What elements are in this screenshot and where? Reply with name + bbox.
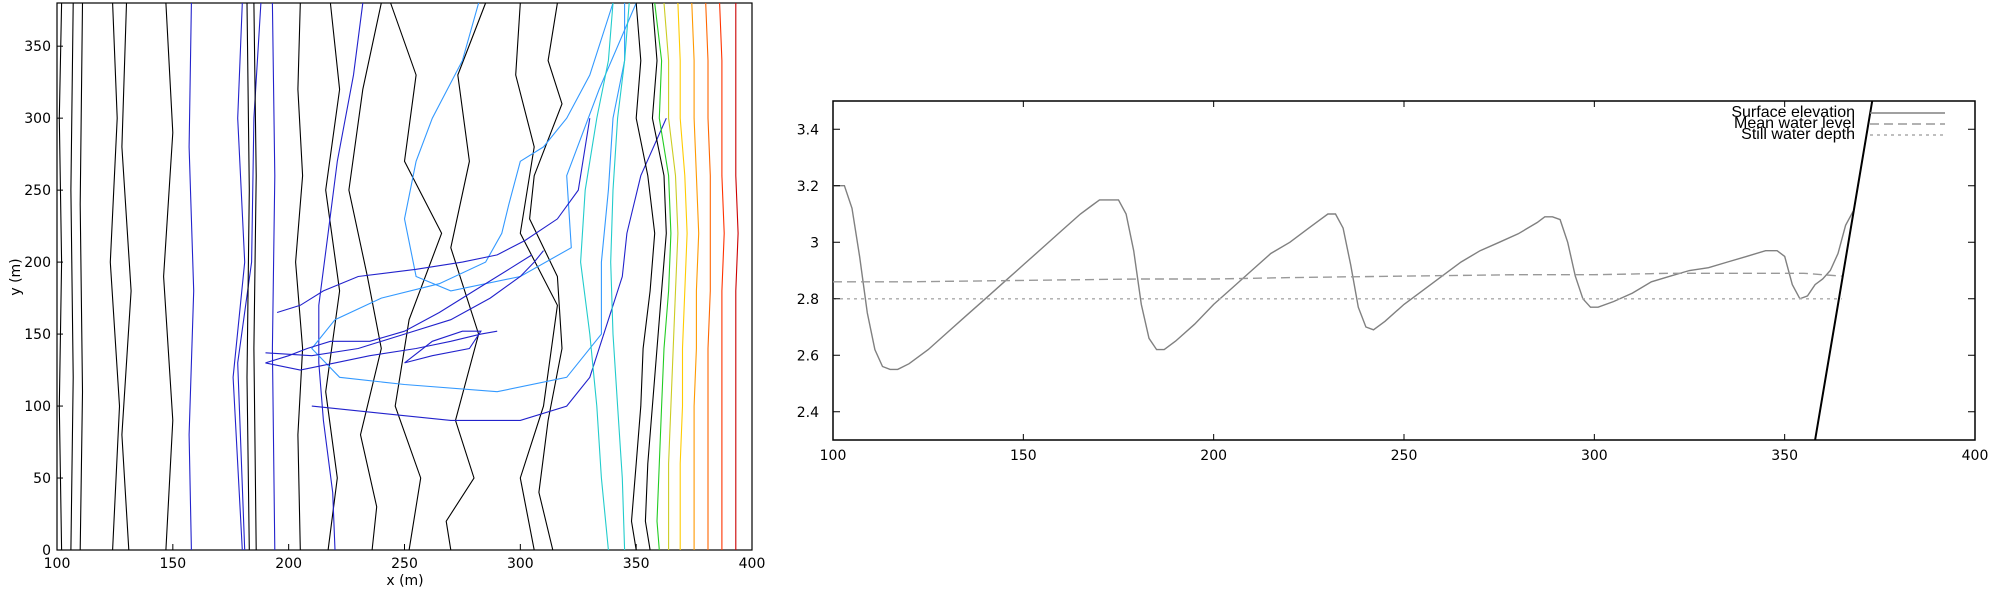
contour-y-tick-label: 200 <box>24 255 51 271</box>
contour-y-tick-label: 250 <box>24 183 51 199</box>
line-x-tick-label: 150 <box>1010 448 1037 464</box>
line-y-tick-label: 2.8 <box>797 292 819 308</box>
contour-x-tick-label: 200 <box>275 556 302 572</box>
contour-line-21 <box>403 2 637 292</box>
line-x-tick-label: 250 <box>1391 448 1418 464</box>
line-x-tick-label: 200 <box>1200 448 1227 464</box>
contour-x-axis-label: x (m) <box>386 573 423 589</box>
contour-line-6 <box>163 2 174 551</box>
line-y-tick-label: 3 <box>810 235 819 251</box>
contour-line-2 <box>70 2 74 551</box>
contour-line-5 <box>121 2 132 551</box>
contour-line-34 <box>677 2 688 550</box>
contour-line-11 <box>253 2 257 551</box>
contour-x-tick-label: 400 <box>739 556 766 572</box>
contour-line-25 <box>265 250 544 357</box>
line-x-tick-label: 350 <box>1771 448 1798 464</box>
contour-line-19 <box>515 2 558 551</box>
contour-x-tick-label: 100 <box>44 556 71 572</box>
contour-x-tick-label: 300 <box>507 556 534 572</box>
contour-y-tick-label: 0 <box>42 543 51 559</box>
contour-line-3 <box>79 2 84 551</box>
contour-line-17 <box>390 2 443 551</box>
contour-y-ticks: 0 50 100 150 200 250 300 350 <box>24 39 63 559</box>
contour-line-10 <box>246 2 250 551</box>
contour-y-tick-label: 350 <box>24 39 51 55</box>
contour-line-31 <box>644 2 667 551</box>
contour-line-8 <box>232 2 246 551</box>
line-x-ticks: 100 150 200 250 300 350 400 <box>820 101 1989 464</box>
contour-line-32 <box>654 2 672 551</box>
line-x-tick-label: 400 <box>1962 448 1989 464</box>
line-y-ticks: 2.4 2.6 2.8 3 3.2 3.4 <box>797 122 1975 421</box>
contour-x-tick-label: 250 <box>391 556 418 572</box>
contour-x-ticks: 100 150 200 250 300 350 400 <box>44 544 766 572</box>
contour-line-37 <box>719 2 725 550</box>
line-y-tick-label: 3.4 <box>797 122 819 138</box>
contour-lines <box>58 2 739 551</box>
contour-line-26 <box>265 254 533 371</box>
series-line-surface-elevation <box>833 185 1854 371</box>
contour-line-28 <box>580 2 614 551</box>
series-line-shoreline <box>1814 100 1874 441</box>
contour-y-axis-label: y (m) <box>8 258 24 295</box>
contour-line-23 <box>311 117 667 421</box>
contour-plot: 100 150 200 250 300 350 400 0 50 100 150 200 250 300… <box>8 2 766 589</box>
line-x-tick-label: 300 <box>1581 448 1608 464</box>
legend-label: Still water depth <box>1741 126 1855 143</box>
contour-y-tick-label: 300 <box>24 111 51 127</box>
line-plot-frame <box>832 100 1976 441</box>
contour-line-14 <box>325 2 341 551</box>
surface-elevation-plot: 100 150 200 250 300 350 400 2.4 2.6 2.8 3 3.2 3.4 S… <box>797 100 1989 464</box>
contour-y-tick-label: 100 <box>24 399 51 415</box>
legend-label: Surface elevation <box>1731 104 1855 121</box>
line-y-tick-label: 2.4 <box>797 405 819 421</box>
contour-line-29 <box>610 2 630 551</box>
contour-line-7 <box>188 2 195 551</box>
contour-line-15 <box>318 2 364 551</box>
contour-y-tick-label: 50 <box>33 471 51 487</box>
contour-line-13 <box>295 2 304 551</box>
line-y-tick-label: 2.6 <box>797 348 819 364</box>
contour-y-tick-label: 150 <box>24 327 51 343</box>
contour-line-9 <box>237 2 262 551</box>
legend-label: Mean water level <box>1734 115 1855 132</box>
contour-line-33 <box>663 2 679 550</box>
contour-line-22 <box>311 2 626 393</box>
contour-line-36 <box>705 2 711 550</box>
contour-line-35 <box>691 2 700 550</box>
contour-line-12 <box>271 2 276 551</box>
contour-line-27 <box>404 330 482 364</box>
line-series <box>833 100 1874 441</box>
contour-line-20 <box>529 2 563 551</box>
contour-line-38 <box>735 3 739 550</box>
contour-x-tick-label: 350 <box>623 556 650 572</box>
contour-line-4 <box>109 2 121 551</box>
line-y-tick-label: 3.2 <box>797 179 819 195</box>
contour-line-24 <box>276 118 591 314</box>
contour-line-30 <box>630 2 656 551</box>
line-x-tick-label: 100 <box>820 448 847 464</box>
contour-line-16 <box>348 2 382 551</box>
contour-x-tick-label: 150 <box>159 556 186 572</box>
